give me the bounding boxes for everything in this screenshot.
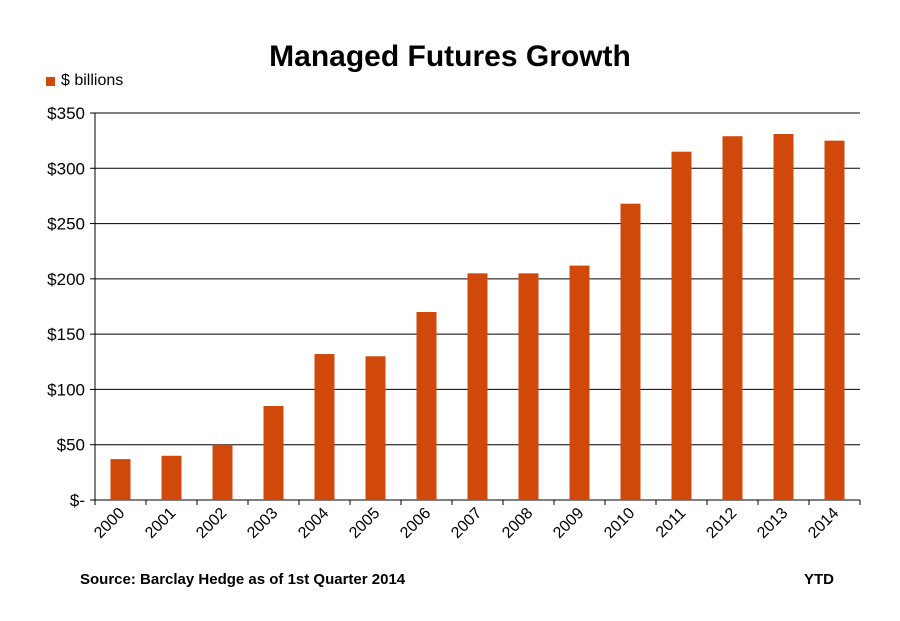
bar (263, 406, 284, 500)
x-tick-label: 2001 (142, 505, 179, 542)
x-tick-label: 2014 (805, 505, 842, 542)
x-tick-label: 2007 (448, 505, 485, 542)
bar (671, 151, 692, 500)
y-tick-label: $300 (47, 159, 85, 178)
bar (212, 444, 233, 500)
y-tick-label: $- (70, 491, 85, 510)
x-tick-label: 2003 (244, 505, 281, 542)
x-tick-label: 2009 (550, 505, 587, 542)
bar (773, 134, 794, 500)
bar (722, 136, 743, 500)
x-tick-label: 2005 (346, 505, 383, 542)
x-tick-label: 2013 (754, 505, 791, 542)
bar (161, 455, 182, 500)
source-note: Source: Barclay Hedge as of 1st Quarter … (80, 571, 406, 588)
bar (416, 312, 437, 500)
x-tick-label: 2011 (653, 505, 689, 541)
bar (518, 273, 539, 500)
x-tick-label: 2010 (601, 505, 638, 542)
bar (110, 459, 131, 500)
legend-swatch (46, 76, 55, 86)
x-tick-label: 2000 (91, 505, 128, 542)
bar (365, 356, 386, 500)
bar (824, 140, 845, 500)
legend: $ billions (46, 72, 123, 90)
y-tick-label: $150 (47, 325, 85, 344)
y-tick-label: $250 (47, 215, 85, 234)
x-tick-label: 2012 (703, 505, 740, 542)
x-tick-label: 2008 (499, 505, 536, 542)
bar (620, 203, 641, 500)
y-tick-label: $50 (57, 436, 85, 455)
y-tick-label: $350 (47, 104, 85, 123)
bar (467, 273, 488, 500)
legend-label: $ billions (61, 72, 124, 89)
x-tick-label: 2004 (295, 505, 332, 542)
x-tick-label: 2006 (397, 505, 434, 542)
ytd-note: YTD (804, 571, 834, 588)
y-tick-label: $200 (47, 270, 85, 289)
y-tick-label: $100 (47, 380, 85, 399)
bar (569, 265, 590, 500)
x-tick-label: 2002 (193, 505, 230, 542)
bar (314, 354, 335, 500)
chart-title: Managed Futures Growth (269, 40, 631, 73)
